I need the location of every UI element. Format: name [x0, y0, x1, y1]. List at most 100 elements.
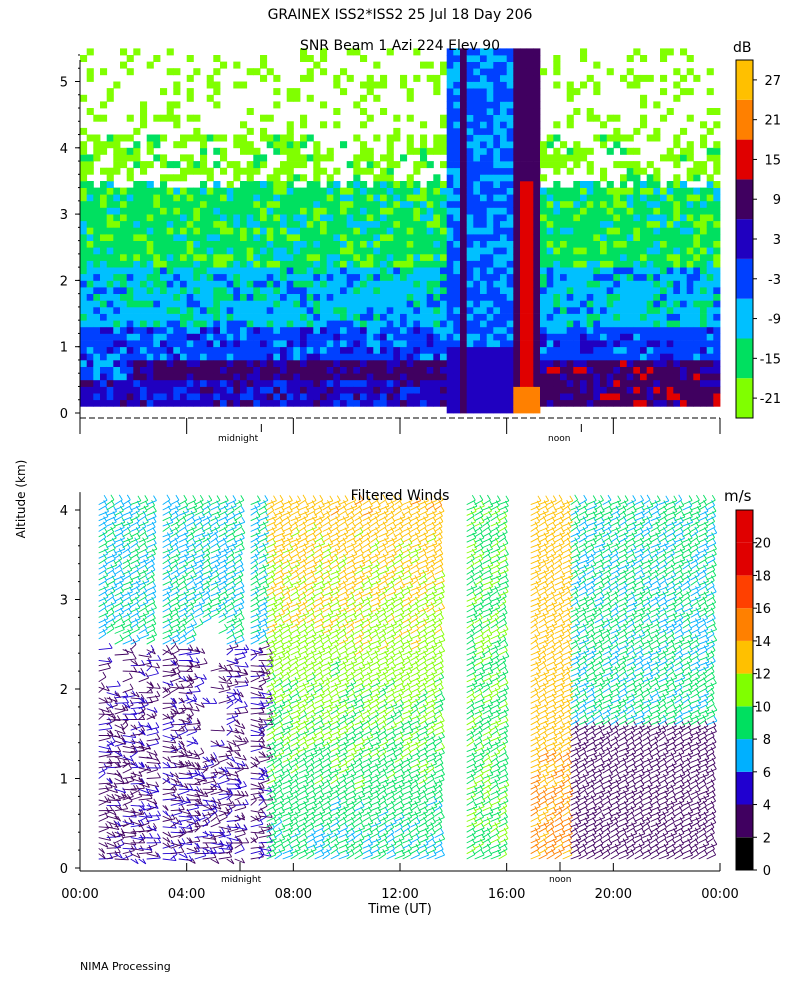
wind-barb-flag	[127, 629, 132, 635]
snr-cell	[146, 306, 154, 314]
snr-cell	[200, 147, 208, 155]
snr-cell	[166, 161, 174, 169]
snr-cell	[506, 393, 514, 401]
snr-cell	[533, 399, 541, 407]
snr-cell	[166, 373, 174, 381]
snr-cell	[293, 147, 301, 155]
snr-cell	[286, 253, 294, 261]
snr-cell	[413, 313, 421, 321]
snr-cell	[473, 366, 481, 374]
snr-cell	[93, 227, 101, 235]
snr-cell	[86, 393, 94, 401]
snr-cell	[173, 214, 181, 222]
snr-cell	[506, 366, 514, 374]
snr-cell	[566, 386, 574, 394]
snr-cell	[633, 181, 641, 188]
snr-cell	[333, 194, 341, 202]
snr-cell	[480, 121, 488, 129]
snr-cell	[173, 386, 181, 394]
snr-cell	[113, 267, 121, 275]
snr-cell	[173, 81, 181, 89]
snr-cell	[260, 234, 268, 241]
snr-cell	[286, 200, 294, 208]
wind-barb	[130, 813, 144, 817]
snr-cell	[513, 260, 521, 268]
snr-cell	[713, 300, 721, 308]
snr-cell	[660, 340, 668, 348]
snr-cell	[606, 346, 614, 354]
wind-barb	[98, 526, 107, 532]
snr-cell	[473, 174, 481, 182]
snr-cell	[386, 48, 394, 56]
snr-cell	[580, 247, 588, 255]
snr-cell	[260, 346, 268, 354]
snr-cell	[460, 340, 468, 348]
snr-cell	[206, 320, 214, 328]
snr-cell	[220, 306, 228, 314]
snr-cell	[266, 346, 274, 354]
snr-cell	[593, 194, 601, 202]
wind-barb-flag	[126, 559, 131, 565]
snr-cell	[440, 386, 448, 394]
wind-barb	[138, 580, 149, 586]
snr-cell	[700, 287, 708, 294]
snr-cell	[86, 293, 94, 301]
wind-barb	[130, 558, 140, 565]
snr-cell	[320, 68, 328, 76]
snr-cell	[100, 293, 108, 301]
wind-barb	[106, 855, 119, 860]
snr-cell	[673, 366, 681, 374]
snr-cell	[180, 174, 188, 182]
snr-cell	[146, 340, 154, 348]
snr-cell	[660, 287, 668, 294]
snr-cell	[666, 147, 674, 155]
snr-cell	[440, 214, 448, 222]
snr-cell	[433, 260, 441, 268]
snr-cell	[386, 181, 394, 188]
snr-cell	[106, 260, 114, 268]
snr-cell	[520, 267, 528, 275]
snr-cell	[480, 74, 488, 82]
snr-cell	[686, 141, 694, 149]
snr-cell	[253, 300, 261, 308]
snr-cell	[253, 167, 261, 175]
snr-cell	[613, 273, 621, 281]
snr-y-tick-label: 0	[60, 407, 68, 422]
snr-cell	[526, 320, 534, 328]
wind-barb-flag	[127, 591, 131, 597]
snr-cell	[586, 187, 594, 195]
snr-cell	[186, 88, 194, 96]
snr-cell	[413, 220, 421, 228]
snr-cell	[546, 194, 554, 202]
snr-cell	[540, 253, 548, 261]
snr-cell	[293, 287, 301, 294]
snr-cell	[313, 194, 321, 202]
snr-cell	[693, 227, 701, 235]
snr-cell	[460, 55, 468, 62]
snr-cell	[713, 333, 721, 341]
snr-cell	[600, 207, 608, 215]
snr-cell	[626, 346, 634, 354]
snr-cell	[466, 227, 474, 235]
snr-cell	[446, 260, 454, 268]
wind-barb-flag	[143, 505, 148, 512]
snr-cell	[520, 360, 528, 367]
snr-cell	[533, 247, 541, 255]
snr-cell	[506, 313, 514, 321]
snr-cell	[606, 227, 614, 235]
snr-cell	[260, 260, 268, 268]
snr-cell	[353, 326, 361, 334]
snr-cell	[553, 393, 561, 401]
snr-cell	[486, 61, 494, 69]
snr-cell	[566, 306, 574, 314]
snr-cell	[666, 353, 674, 361]
snr-cell	[660, 306, 668, 314]
snr-cell	[600, 167, 608, 175]
snr-cell	[593, 61, 601, 69]
snr-cell	[560, 247, 568, 255]
snr-cell	[386, 366, 394, 374]
snr-cell	[293, 267, 301, 275]
snr-cell	[580, 306, 588, 314]
snr-cell	[673, 220, 681, 228]
wind-barb	[146, 569, 156, 575]
